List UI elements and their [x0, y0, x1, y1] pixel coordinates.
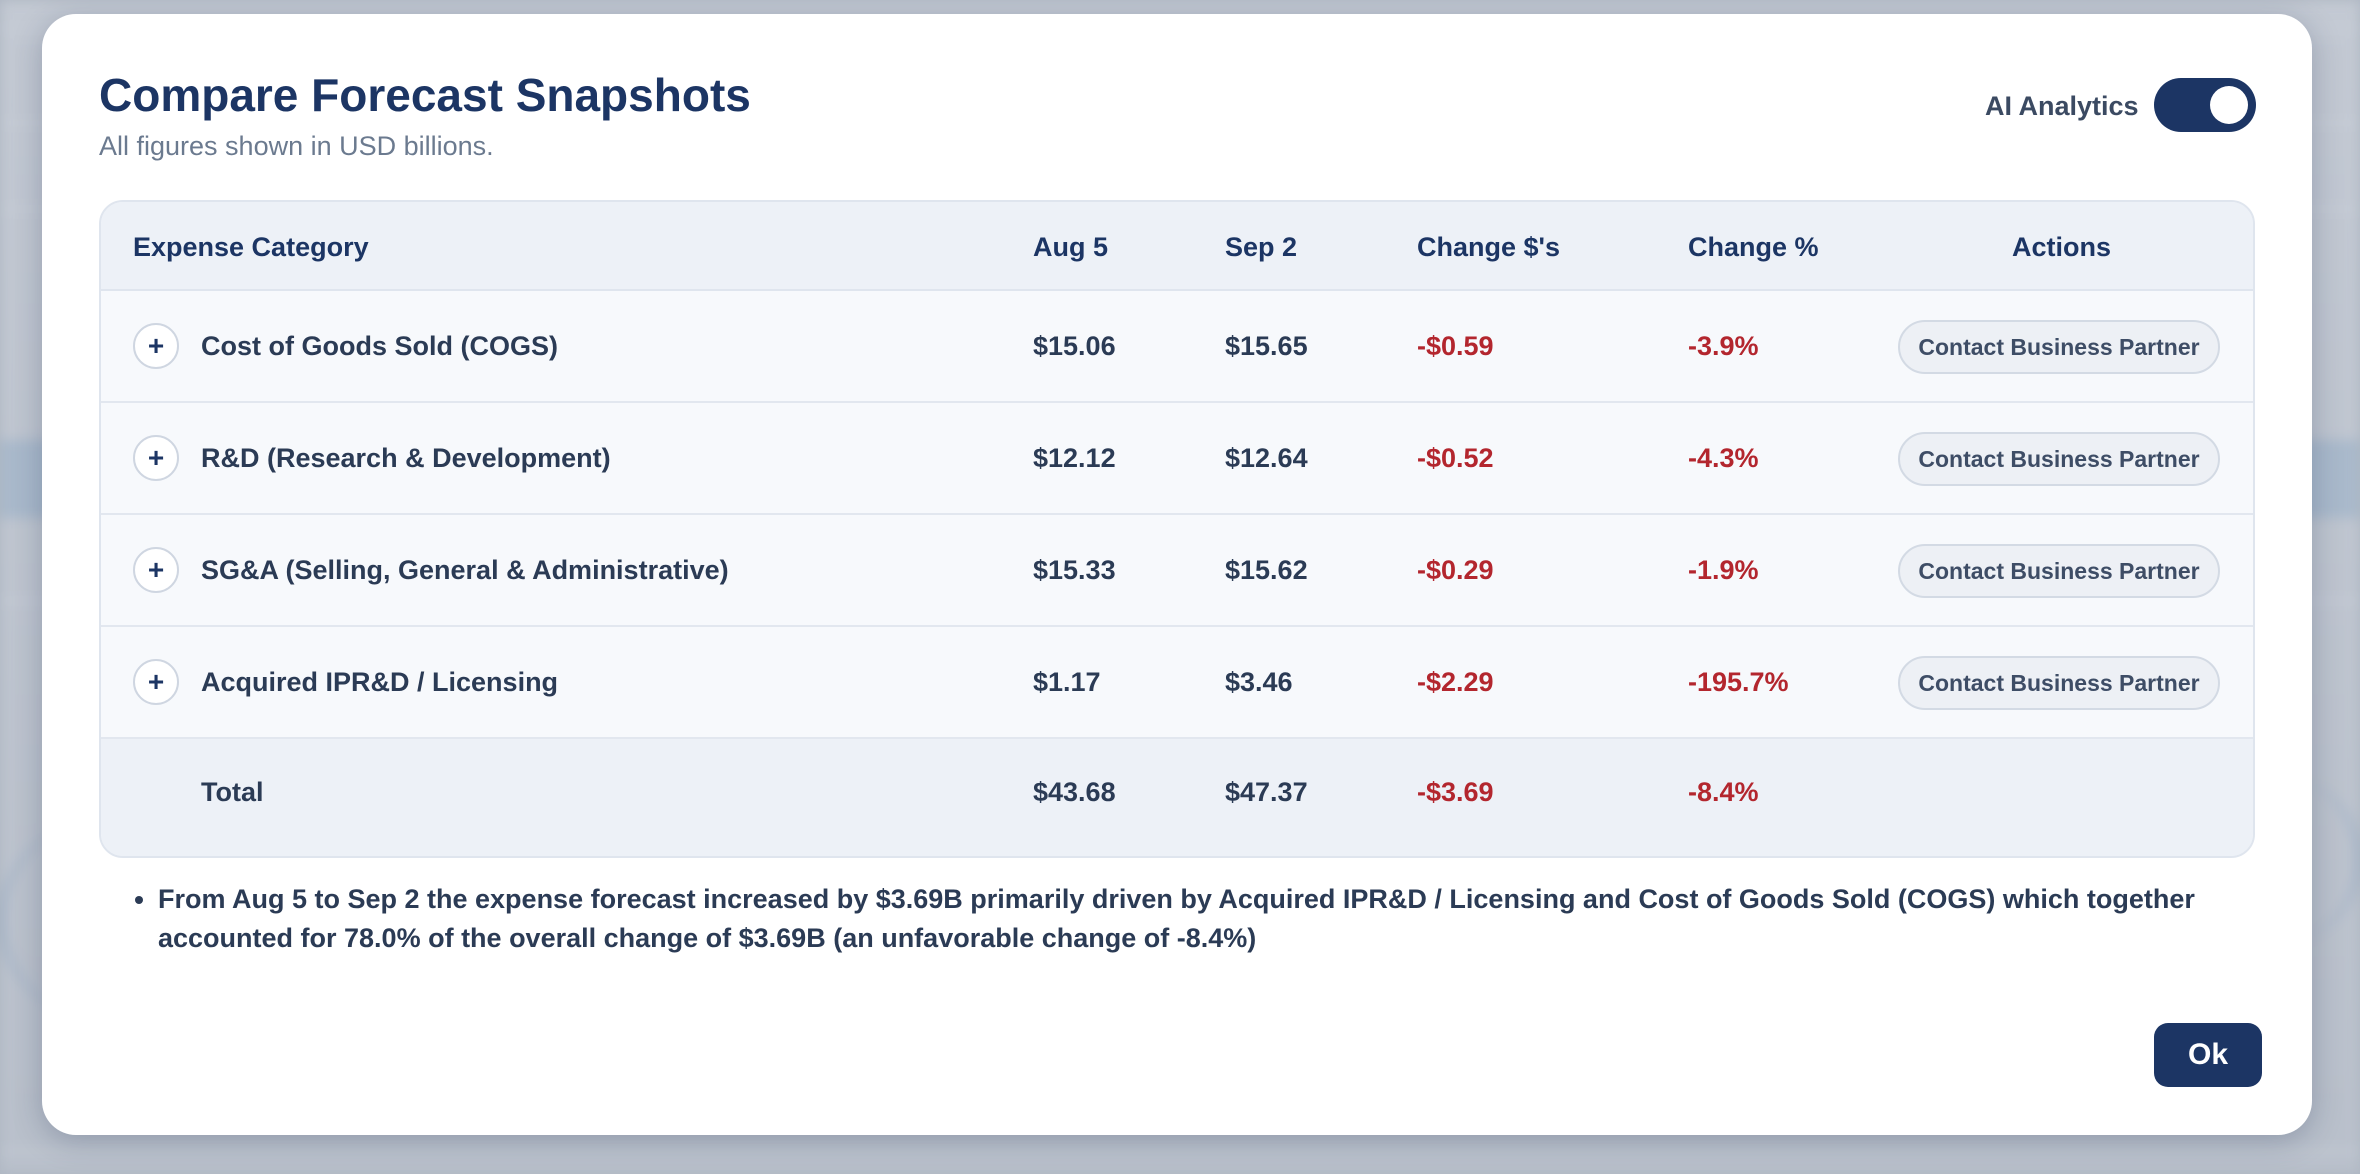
aug-value: $15.33 — [1033, 555, 1116, 585]
header-change-dollars: Change $'s — [1417, 232, 1560, 262]
aug-value: $12.12 — [1033, 443, 1116, 473]
ai-summary-item: From Aug 5 to Sep 2 the expense forecast… — [158, 880, 2290, 958]
header-expense-category: Expense Category — [133, 232, 369, 262]
header-sep-2: Sep 2 — [1225, 232, 1298, 262]
change-dollars-value: -$0.59 — [1417, 331, 1494, 361]
ai-analytics-toggle[interactable] — [2154, 78, 2256, 132]
expand-row-button[interactable]: + — [133, 659, 179, 705]
change-percent-value: -4.3% — [1688, 443, 1759, 473]
sep-value: $3.46 — [1225, 667, 1293, 697]
aug-value: $15.06 — [1033, 331, 1116, 361]
table-row: + R&D (Research & Development) $12.12 $1… — [101, 403, 2253, 515]
dialog-subtitle: All figures shown in USD billions. — [99, 131, 494, 161]
sep-value: $15.62 — [1225, 555, 1308, 585]
change-dollars-value: -$0.29 — [1417, 555, 1494, 585]
contact-business-partner-button[interactable]: Contact Business Partner — [1898, 656, 2220, 710]
aug-value: $1.17 — [1033, 667, 1101, 697]
total-label: Total — [201, 777, 264, 807]
expand-row-button[interactable]: + — [133, 547, 179, 593]
table-total-row: Total $43.68 $47.37 -$3.69 -8.4% — [101, 739, 2253, 856]
background-divider — [0, 1150, 2360, 1152]
background-chart-line — [0, 820, 204, 1020]
change-percent-value: -195.7% — [1688, 667, 1789, 697]
change-dollars-value: -$2.29 — [1417, 667, 1494, 697]
ok-button[interactable]: Ok — [2154, 1023, 2262, 1087]
table-row: + Cost of Goods Sold (COGS) $15.06 $15.6… — [101, 291, 2253, 403]
table-header-row: Expense Category Aug 5 Sep 2 Change $'s … — [101, 202, 2253, 291]
dialog-title: Compare Forecast Snapshots — [99, 69, 751, 121]
toggle-knob — [2210, 86, 2248, 124]
contact-business-partner-button[interactable]: Contact Business Partner — [1898, 320, 2220, 374]
change-dollars-value: -$0.52 — [1417, 443, 1494, 473]
expand-row-button[interactable]: + — [133, 435, 179, 481]
change-percent-value: -3.9% — [1688, 331, 1759, 361]
ai-summary-list: From Aug 5 to Sep 2 the expense forecast… — [120, 880, 2290, 958]
category-name: R&D (Research & Development) — [201, 443, 611, 473]
forecast-comparison-table: Expense Category Aug 5 Sep 2 Change $'s … — [99, 200, 2255, 858]
category-name: Acquired IPR&D / Licensing — [201, 667, 559, 697]
expand-row-button[interactable]: + — [133, 323, 179, 369]
category-name: Cost of Goods Sold (COGS) — [201, 331, 558, 361]
change-percent-value: -1.9% — [1688, 555, 1759, 585]
total-change-percent: -8.4% — [1688, 777, 1759, 807]
background-chart-line — [2216, 780, 2360, 940]
table-row: + SG&A (Selling, General & Administrativ… — [101, 515, 2253, 627]
total-sep-value: $47.37 — [1225, 777, 1308, 807]
compare-forecast-dialog: Compare Forecast Snapshots All figures s… — [42, 14, 2312, 1135]
contact-business-partner-button[interactable]: Contact Business Partner — [1898, 544, 2220, 598]
sep-value: $12.64 — [1225, 443, 1308, 473]
table-row: + Acquired IPR&D / Licensing $1.17 $3.46… — [101, 627, 2253, 739]
header-aug-5: Aug 5 — [1033, 232, 1109, 262]
ai-analytics-label: AI Analytics — [1985, 91, 2139, 121]
total-change-dollars: -$3.69 — [1417, 777, 1494, 807]
header-change-percent: Change % — [1688, 232, 1819, 262]
sep-value: $15.65 — [1225, 331, 1308, 361]
category-name: SG&A (Selling, General & Administrative) — [201, 555, 729, 585]
header-actions: Actions — [2012, 232, 2112, 262]
total-aug-value: $43.68 — [1033, 777, 1116, 807]
contact-business-partner-button[interactable]: Contact Business Partner — [1898, 432, 2220, 486]
